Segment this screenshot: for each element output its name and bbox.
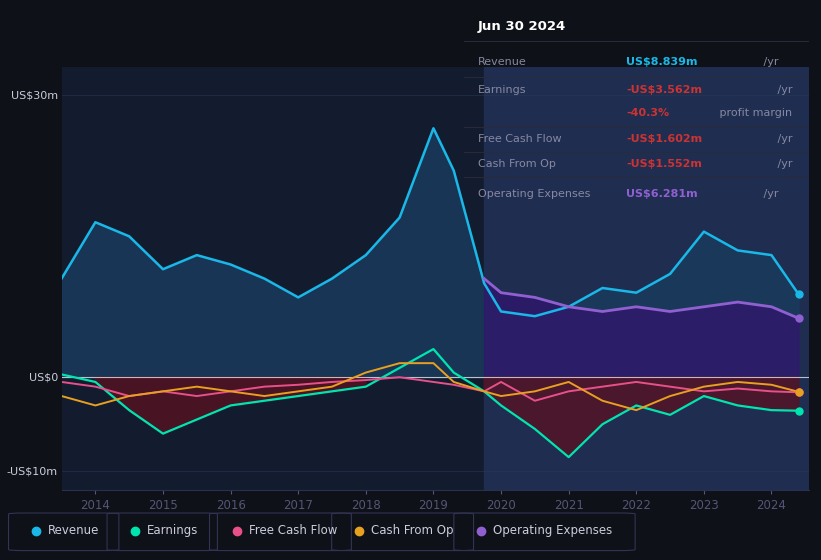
Text: Cash From Op: Cash From Op — [371, 524, 453, 537]
Text: /yr: /yr — [774, 85, 793, 95]
Text: US$30m: US$30m — [11, 90, 57, 100]
Text: US$6.281m: US$6.281m — [626, 189, 698, 199]
Text: profit margin: profit margin — [716, 108, 792, 118]
Text: Jun 30 2024: Jun 30 2024 — [478, 20, 566, 32]
Text: US$0: US$0 — [29, 372, 57, 382]
Text: /yr: /yr — [759, 189, 778, 199]
Text: US$8.839m: US$8.839m — [626, 57, 697, 67]
Text: /yr: /yr — [774, 160, 793, 170]
Text: -US$1.602m: -US$1.602m — [626, 134, 702, 144]
Text: Free Cash Flow: Free Cash Flow — [249, 524, 337, 537]
Text: -US$10m: -US$10m — [7, 466, 57, 476]
Text: Operating Expenses: Operating Expenses — [478, 189, 590, 199]
Text: -40.3%: -40.3% — [626, 108, 669, 118]
Text: Earnings: Earnings — [146, 524, 198, 537]
Text: /yr: /yr — [774, 134, 793, 144]
Text: /yr: /yr — [759, 57, 778, 67]
Text: Earnings: Earnings — [478, 85, 526, 95]
Text: Cash From Op: Cash From Op — [478, 160, 556, 170]
Text: Operating Expenses: Operating Expenses — [493, 524, 612, 537]
Text: -US$3.562m: -US$3.562m — [626, 85, 702, 95]
Text: Revenue: Revenue — [478, 57, 526, 67]
Text: -US$1.552m: -US$1.552m — [626, 160, 702, 170]
Text: Free Cash Flow: Free Cash Flow — [478, 134, 562, 144]
Text: Revenue: Revenue — [48, 524, 99, 537]
Bar — [484, 67, 809, 490]
